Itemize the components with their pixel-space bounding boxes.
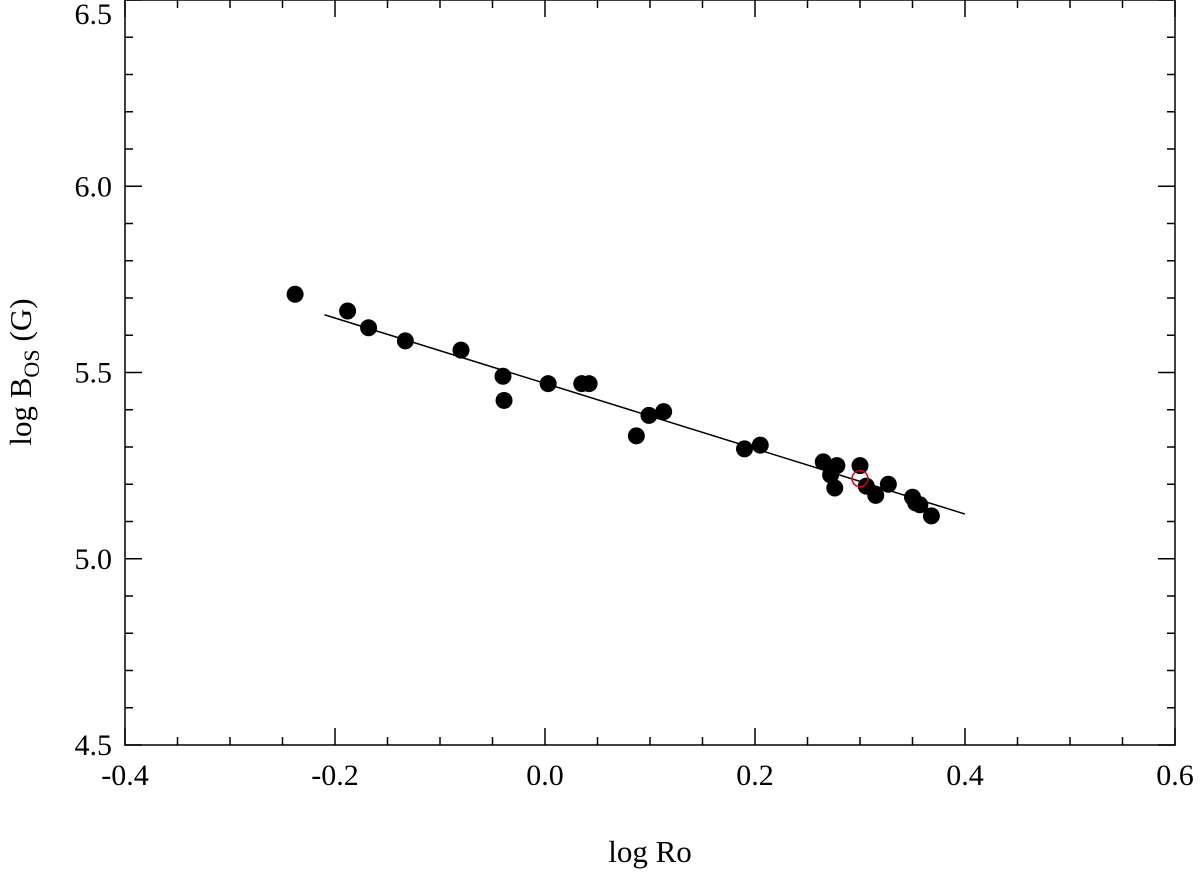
y-axis-label-subscript: OS	[19, 349, 44, 377]
y-tick-label: 4.5	[75, 729, 113, 762]
data-point	[814, 453, 832, 471]
data-point	[922, 507, 940, 525]
data-point	[751, 436, 769, 454]
data-point	[879, 475, 897, 493]
data-point	[494, 367, 512, 385]
plot-frame	[124, 0, 1176, 746]
x-tick-label: 0.4	[946, 759, 984, 792]
axis-ticks	[124, 0, 1176, 746]
data-point	[655, 403, 673, 421]
data-point	[396, 332, 414, 350]
x-tick-label: -0.4	[101, 759, 149, 792]
tick-labels: -0.4 -0.2 0.0 0.2 0.4 0.6 4.5 5.0 5.5 6.0 6.5	[75, 0, 1194, 792]
data-point	[627, 427, 645, 445]
data-point	[826, 479, 844, 497]
data-point	[539, 375, 557, 393]
data-point	[452, 341, 470, 359]
x-axis-label: log Ro	[608, 834, 692, 869]
data-point	[580, 375, 598, 393]
data-point	[867, 486, 885, 504]
data-point	[911, 496, 929, 514]
data-point	[851, 457, 869, 475]
open-data-point	[851, 469, 869, 488]
data-point	[828, 457, 846, 475]
y-tick-label: 6.5	[75, 0, 113, 31]
x-tick-label: -0.2	[311, 759, 359, 792]
y-axis-label: log BOS (G)	[3, 298, 44, 445]
data-point	[360, 319, 378, 337]
x-tick-label: 0.2	[736, 759, 774, 792]
y-tick-label: 6.0	[75, 170, 113, 203]
y-axis-label-unit: (G)	[3, 298, 38, 341]
data-point	[640, 406, 658, 424]
y-tick-label: 5.5	[75, 357, 113, 390]
data-point	[736, 440, 753, 458]
data-points	[286, 285, 940, 525]
data-point	[339, 302, 357, 320]
data-point	[286, 285, 304, 303]
x-tick-label: 0.6	[1156, 759, 1194, 792]
y-axis-label-main: log B	[3, 378, 38, 446]
y-tick-label: 5.0	[75, 543, 113, 576]
x-tick-label: 0.0	[526, 759, 564, 792]
data-point	[495, 391, 513, 409]
